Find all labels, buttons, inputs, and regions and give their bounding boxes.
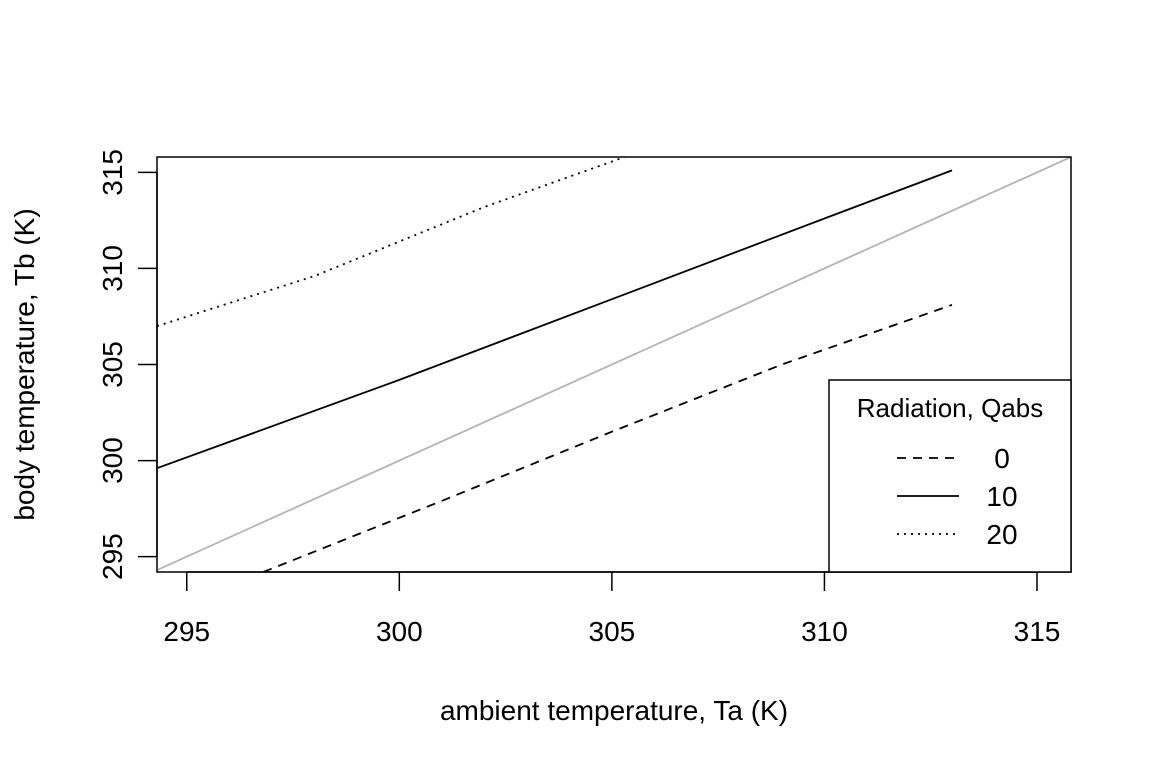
- series-line-qabs-10: [157, 169, 953, 470]
- series-line-reference: [157, 157, 1071, 571]
- y-axis: 295 300 305 310 315: [97, 149, 158, 580]
- x-axis: 295 300 305 310 315: [163, 571, 1061, 647]
- legend-label-0: 0: [994, 443, 1010, 474]
- legend-label-10: 10: [986, 481, 1017, 512]
- y-tick-label: 310: [97, 245, 128, 292]
- legend-label-20: 20: [986, 519, 1017, 550]
- y-tick-label: 295: [97, 533, 128, 580]
- y-tick-label: 315: [97, 149, 128, 196]
- x-tick-label: 300: [376, 616, 423, 647]
- plot-lines: [157, 157, 1071, 572]
- x-axis-label: ambient temperature, Ta (K): [440, 695, 788, 726]
- x-tick-label: 295: [163, 616, 210, 647]
- y-tick-label: 305: [97, 341, 128, 388]
- y-axis-label: body temperature, Tb (K): [9, 208, 40, 520]
- legend: Radiation, Qabs 0 10 20: [828, 379, 1072, 573]
- y-tick-label: 300: [97, 437, 128, 484]
- x-tick-label: 315: [1014, 616, 1061, 647]
- legend-box: [828, 379, 1072, 573]
- x-tick-label: 305: [589, 616, 636, 647]
- x-tick-label: 310: [801, 616, 848, 647]
- series-line-qabs-0: [262, 304, 953, 572]
- legend-title: Radiation, Qabs: [857, 393, 1043, 423]
- series-line-qabs-20: [157, 157, 625, 327]
